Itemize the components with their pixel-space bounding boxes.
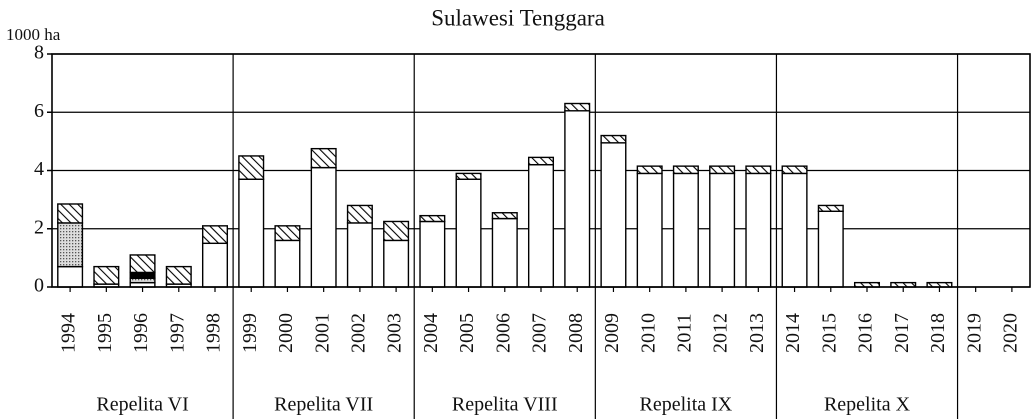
x-tick-label: 1999 bbox=[239, 313, 261, 353]
bar-segment bbox=[201, 225, 229, 245]
bar-segment bbox=[527, 156, 555, 166]
group-label: Repelita VIII bbox=[452, 394, 558, 416]
y-tick-label: 0 bbox=[34, 275, 44, 297]
bar-segment bbox=[636, 172, 663, 288]
bar-segment bbox=[455, 178, 482, 288]
bar-segment bbox=[274, 239, 301, 288]
y-tick-label: 4 bbox=[34, 158, 44, 180]
bar-segment bbox=[346, 204, 373, 224]
x-tick-label: 2018 bbox=[927, 313, 949, 353]
bar-segment bbox=[419, 220, 446, 288]
bar-segment bbox=[93, 265, 120, 285]
bar-segment bbox=[201, 242, 229, 288]
bar-segment bbox=[57, 222, 84, 268]
x-tick-label: 2003 bbox=[384, 313, 406, 353]
x-tick-label: 1996 bbox=[130, 313, 152, 353]
x-tick-label: 2004 bbox=[420, 313, 442, 353]
bar-segment bbox=[383, 220, 410, 242]
x-tick-label: 1997 bbox=[166, 313, 188, 353]
x-tick-label: 2007 bbox=[529, 313, 551, 353]
bar-segment bbox=[600, 142, 627, 288]
x-tick-label: 2001 bbox=[311, 313, 333, 353]
bar-segment bbox=[310, 166, 337, 288]
bar-segment bbox=[709, 172, 736, 288]
bar-segment bbox=[455, 172, 482, 180]
x-tick-label: 2005 bbox=[456, 313, 478, 353]
group-label: Repelita VII bbox=[274, 394, 373, 416]
bar-segment bbox=[491, 212, 518, 220]
bar-segment bbox=[383, 239, 410, 288]
bar-segment bbox=[745, 172, 772, 288]
bar-segment bbox=[274, 225, 301, 242]
x-tick-label: 2016 bbox=[855, 313, 877, 353]
x-tick-label: 2011 bbox=[673, 313, 695, 352]
x-tick-label: 2010 bbox=[637, 313, 659, 353]
group-label: Repelita IX bbox=[640, 394, 733, 416]
bar-segment bbox=[165, 265, 192, 285]
bar-segment bbox=[672, 172, 699, 288]
x-tick-label: 2012 bbox=[710, 313, 732, 353]
chart-title: Sulawesi Tenggara bbox=[431, 5, 605, 30]
bar-segment bbox=[346, 222, 373, 288]
x-tick-label: 2013 bbox=[746, 313, 768, 353]
bar-segment bbox=[129, 254, 156, 274]
x-tick-label: 2008 bbox=[565, 313, 587, 353]
bar-segment bbox=[817, 204, 844, 212]
group-label: Repelita X bbox=[824, 394, 911, 416]
bar-segment bbox=[636, 165, 663, 175]
x-tick-label: 2014 bbox=[782, 313, 804, 353]
bar-segment bbox=[709, 165, 736, 175]
x-tick-label: 2002 bbox=[347, 313, 369, 353]
plot-frame bbox=[51, 53, 1031, 288]
x-tick-label: 2015 bbox=[818, 313, 840, 353]
bar-segment bbox=[527, 163, 555, 288]
bar-segment bbox=[564, 102, 591, 112]
bar-segment bbox=[781, 172, 808, 288]
y-axis-label: 1000 ha bbox=[6, 25, 61, 44]
bar-segment bbox=[564, 110, 591, 288]
bar-segment bbox=[745, 165, 772, 175]
x-tick-label: 2020 bbox=[999, 313, 1021, 353]
bar-segment bbox=[57, 265, 84, 288]
bar-segment bbox=[238, 178, 265, 288]
y-tick-label: 6 bbox=[34, 100, 44, 122]
x-tick-label: 1995 bbox=[94, 313, 116, 353]
x-tick-label: 1998 bbox=[203, 313, 225, 353]
bar-segment bbox=[781, 165, 808, 175]
x-tick-label: 2006 bbox=[492, 313, 514, 353]
bar-segment bbox=[600, 134, 627, 144]
bar-segment bbox=[419, 214, 446, 223]
bar-segment bbox=[57, 203, 84, 224]
bar-segment bbox=[817, 210, 844, 288]
x-tick-label: 2000 bbox=[275, 313, 297, 353]
bar-segment bbox=[129, 271, 156, 279]
bar-segment bbox=[310, 147, 337, 169]
y-tick-label: 2 bbox=[34, 216, 44, 238]
x-tick-label: 2019 bbox=[963, 313, 985, 353]
x-tick-label: 2017 bbox=[891, 313, 913, 353]
group-label: Repelita VI bbox=[96, 394, 188, 416]
x-tick-label: 2009 bbox=[601, 313, 623, 353]
bar-segment bbox=[238, 155, 265, 180]
x-tick-label: 1994 bbox=[58, 313, 80, 353]
y-tick-label: 8 bbox=[34, 42, 44, 64]
bar-segment bbox=[491, 217, 518, 288]
bar-segment bbox=[672, 165, 699, 175]
